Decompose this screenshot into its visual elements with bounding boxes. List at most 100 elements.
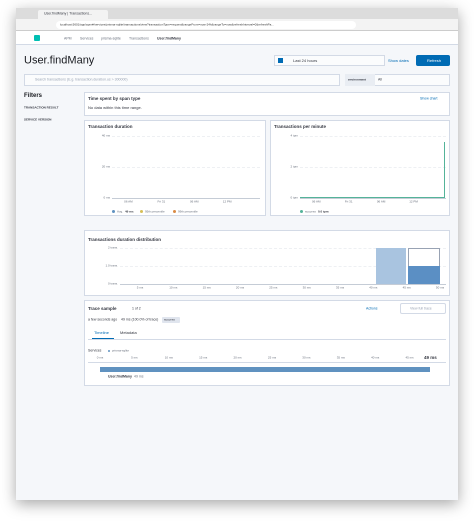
timeline-tick: 0 ms (96, 355, 104, 360)
kibana-logo (34, 35, 40, 41)
view-full-trace[interactable] (400, 303, 446, 314)
url-field[interactable] (56, 21, 356, 29)
result-badge (162, 317, 180, 323)
timeline-tick: 40 ms (371, 355, 380, 360)
y-tick-label: 0 ms (103, 195, 110, 200)
x-tick-label: 10 ms (169, 285, 178, 290)
trace-time: a few seconds ago (88, 317, 118, 322)
search-placeholder: Search transactions (E.g. transaction.du… (35, 77, 128, 82)
filter-item[interactable]: TRANSACTION RESULT (24, 105, 59, 110)
legend-swatch (140, 210, 143, 213)
timeline-tick: 15 ms (199, 355, 208, 360)
grid-line (120, 284, 446, 285)
timeline-axis (88, 362, 446, 363)
x-tick-label: 35 ms (335, 285, 345, 290)
trace-duration: 49 ms (100.0% of trace) (121, 317, 159, 322)
x-tick-label: 12 PM (409, 199, 418, 204)
span-duration: 49 ms (134, 374, 144, 379)
environment-label-bg (345, 74, 375, 86)
breadcrumb[interactable]: APM (64, 36, 72, 41)
span-type-panel (84, 92, 450, 116)
tab[interactable] (38, 10, 108, 19)
search-field[interactable] (24, 74, 340, 86)
grid-line (112, 198, 260, 199)
x-tick-label: 30 ms (302, 285, 311, 290)
timeline-tick: 20 ms (233, 355, 242, 360)
legend-swatch (300, 210, 303, 213)
x-tick-label: 45 ms (402, 285, 411, 290)
show-chart[interactable]: Show chart (420, 96, 438, 101)
page-title: User.findMany (24, 54, 95, 67)
legend-swatch (173, 210, 176, 213)
filter-item[interactable]: SERVICE VERSION (24, 117, 52, 122)
histogram-bar[interactable] (408, 266, 440, 284)
filters-title: Filters (24, 93, 43, 99)
histogram-bar[interactable] (376, 248, 406, 284)
x-tick-label: 06 AM (376, 199, 386, 204)
timeline-tick: 30 ms (302, 355, 311, 360)
x-tick-label: 06 AM (189, 199, 199, 204)
services-label: Services (88, 348, 102, 353)
view-full-label: View full trace (410, 306, 432, 311)
actions[interactable]: Actions (366, 306, 378, 311)
grid-line (120, 266, 446, 267)
breadcrumb[interactable]: Services (80, 36, 94, 41)
active-tab (92, 338, 114, 339)
grid-line (120, 248, 446, 249)
panel-title: Trace sample (88, 305, 117, 311)
legend-name[interactable]: 99th percentile (178, 209, 198, 213)
tab-title: User.findMany | Transactions... (44, 11, 92, 16)
panel-title: Transaction duration (88, 123, 133, 129)
span-bar[interactable] (100, 367, 430, 372)
y-tick-label: 20 ms (101, 164, 110, 169)
x-tick-label: 06 AM (311, 199, 321, 204)
tab[interactable]: Metadata (120, 330, 137, 335)
breadcrumb[interactable]: Transactions (129, 36, 149, 41)
tab[interactable]: Timeline (94, 330, 109, 335)
service-dot (108, 350, 110, 352)
legend-name[interactable]: 95th percentile (145, 209, 165, 213)
x-tick-label: Fri 31 (157, 199, 166, 204)
empty-message: No data within this time range. (88, 105, 142, 110)
date-picker[interactable] (274, 55, 385, 66)
duration_chart-panel (84, 120, 266, 216)
trace-panel (84, 300, 450, 386)
timeline-tick: 45 ms (405, 355, 414, 360)
y-tick-label: 0 tpm (290, 195, 298, 200)
legend-name[interactable]: Avg. (117, 209, 123, 213)
tab-bar (16, 8, 458, 19)
span-name: User.findMany (108, 374, 132, 379)
environment-value: All (378, 77, 382, 82)
breadcrumb[interactable]: prisma-sqlite (101, 36, 121, 41)
refresh-label: Refresh (427, 58, 442, 63)
grid-line (300, 198, 446, 199)
environment-label: environment (348, 77, 367, 82)
x-tick-label: 40 ms (369, 285, 378, 290)
pager: 1 of 2 (132, 306, 141, 311)
timeline-tick: 35 ms (336, 355, 345, 360)
y-tick-label: 2 tpm (290, 164, 298, 169)
calendar-icon (278, 58, 283, 63)
panel-title: Transactions per minute (274, 123, 327, 129)
url: localhost:5601/app/apm#/services/prisma-… (60, 22, 274, 27)
y-tick-label: 1.0 trans. (105, 263, 118, 268)
x-tick-label: 5 ms (136, 285, 144, 290)
x-tick-label: 15 ms (202, 285, 211, 290)
panel-title: Time spent by span type (88, 95, 141, 101)
y-tick-label: 2 trans. (107, 245, 118, 250)
tpm-spike (444, 142, 445, 198)
show-dates[interactable]: Show dates (388, 58, 409, 63)
grid-line (112, 136, 260, 137)
refresh-button[interactable] (416, 55, 450, 66)
panel-title: Transactions duration distribution (88, 236, 162, 242)
timeline-tick: 5 ms (131, 355, 138, 360)
x-tick-label: 06 AM (124, 199, 133, 204)
tabs-line (88, 339, 446, 340)
y-tick-label: 0 trans. (107, 281, 118, 286)
legend-name[interactable]: success (305, 209, 316, 213)
x-tick-label: 12 PM (222, 199, 232, 204)
legend-value: 0.0 tpm (318, 209, 329, 213)
x-tick-label: 20 ms (235, 285, 245, 290)
result: success (164, 317, 175, 322)
